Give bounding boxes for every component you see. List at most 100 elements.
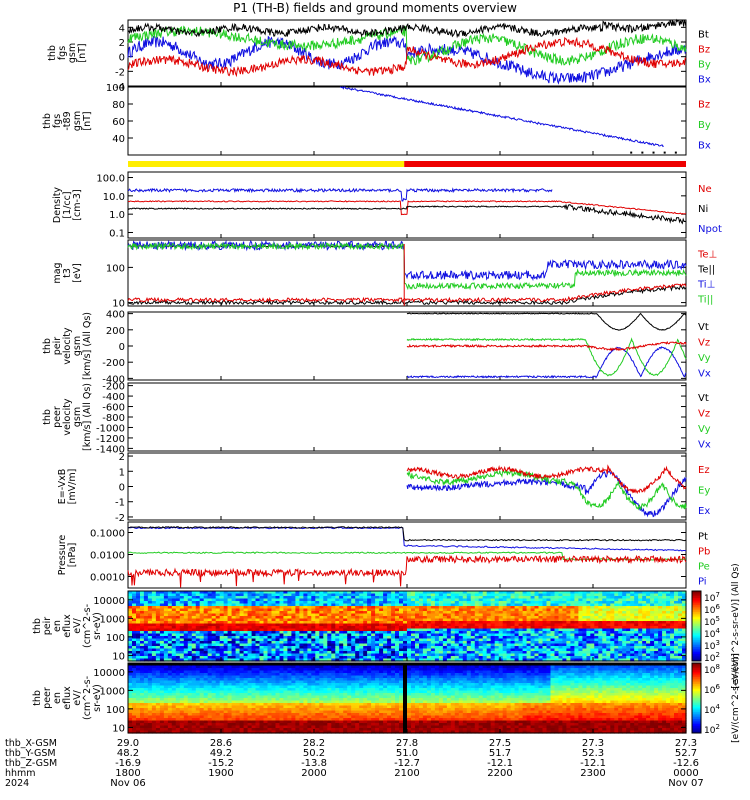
spectrogram-cell (554, 601, 560, 605)
spectrogram-cell (183, 678, 189, 682)
spectrogram-cell (307, 626, 312, 630)
spectrogram-cell (554, 651, 560, 655)
spectrogram-cell (494, 616, 500, 620)
spectrogram-cell (211, 683, 217, 687)
spectrogram-cell (399, 603, 404, 607)
spectrogram-cell (498, 643, 504, 647)
spectrogram-cell (446, 603, 452, 607)
spectrogram-cell (379, 638, 384, 642)
spectrogram-cell (231, 690, 237, 694)
spectrogram-cell (666, 593, 671, 597)
spectrogram-cell (371, 621, 376, 625)
spectrogram-cell (630, 598, 635, 602)
spectrogram-cell (371, 623, 376, 627)
spectrogram-cell (506, 646, 512, 650)
spectrogram-cell (582, 626, 587, 630)
spectrogram-cell (151, 700, 157, 704)
spectrogram-cell (171, 683, 177, 687)
spectrogram-cell (132, 663, 137, 667)
spectrogram-cell (147, 710, 153, 714)
spectrogram-cell (307, 618, 312, 622)
spectrogram-cell (227, 591, 233, 595)
spectrogram-cell (634, 598, 639, 602)
spectrogram-cell (550, 646, 556, 650)
spectrogram-cell (187, 593, 193, 597)
spectrogram-cell (634, 638, 639, 642)
spectrogram-cell (638, 611, 643, 615)
spectrogram-cell (434, 636, 440, 640)
spectrogram-cell (239, 596, 245, 600)
spectrogram-cell (219, 606, 225, 610)
spectrogram-cell (490, 646, 496, 650)
spectrogram-cell (199, 643, 205, 647)
spectrogram-cell (367, 651, 372, 655)
spectrogram-cell (574, 601, 579, 605)
spectrogram-cell (175, 668, 181, 672)
spectrogram-cell (199, 638, 205, 642)
spectrogram-cell (251, 641, 257, 645)
spectrogram-cell (670, 618, 675, 622)
spectrogram-cell (526, 598, 532, 602)
spectrogram-cell (646, 616, 651, 620)
spectrogram-cell (574, 596, 579, 600)
spectrogram-cell (578, 658, 583, 662)
spectrogram-cell (227, 705, 233, 709)
spectrogram-cell (399, 591, 404, 595)
spectrogram-cell (267, 628, 273, 632)
spectrogram-cell (187, 628, 193, 632)
spectrogram-cell (442, 621, 448, 625)
spectrogram-cell (251, 646, 257, 650)
spectrogram-cell (650, 603, 655, 607)
spectrogram-cell (211, 710, 217, 714)
spectrogram-cell (303, 606, 308, 610)
spectrogram-cell (143, 648, 149, 652)
spectrogram-cell (558, 658, 564, 662)
y-tick-label: 400 (106, 310, 125, 321)
spectrogram-cell (430, 638, 436, 642)
spectrogram-cell (255, 636, 261, 640)
spectrogram-cell (167, 653, 173, 657)
spectrogram-cell (247, 626, 253, 630)
spectrogram-cell (546, 593, 552, 597)
spectrogram-cell (426, 593, 432, 597)
spectrogram-cell (191, 601, 197, 605)
spectrogram-cell (375, 628, 380, 632)
legend-black: Pt (698, 532, 708, 543)
spectrogram-cell (610, 621, 615, 625)
spectrogram-cell (175, 730, 181, 734)
spectrogram-cell (235, 653, 241, 657)
spectrogram-cell (183, 653, 189, 657)
spectrogram-cell (132, 611, 137, 615)
spectrogram-cell (482, 636, 488, 640)
spectrogram-cell (387, 591, 392, 595)
spectrogram-cell (323, 601, 328, 605)
spectrogram-cell (426, 658, 432, 662)
y-tick-label: -200 (102, 358, 125, 369)
spectrogram-cell (235, 611, 241, 615)
spectrogram-cell (426, 631, 432, 635)
spectrogram-cell (610, 618, 615, 622)
spectrogram-cell (203, 648, 209, 652)
spectrogram-cell (223, 710, 229, 714)
spectrogram-cell (550, 643, 556, 647)
spectrogram-cell (570, 648, 575, 652)
spectrogram-cell (128, 723, 133, 727)
spectrogram-cell (183, 700, 189, 704)
spectrogram-cell (195, 596, 201, 600)
spectrogram-cell (558, 608, 564, 612)
spectrogram-cell (147, 626, 153, 630)
spectrogram-cell (470, 653, 476, 657)
spectrogram-cell (191, 670, 197, 674)
spectrogram-cell (132, 665, 137, 669)
spectrogram-cell (295, 596, 300, 600)
spectrogram-cell (159, 611, 165, 615)
spectrogram-cell (132, 708, 137, 712)
spectrogram-cell (343, 591, 348, 595)
spectrogram-cell (183, 608, 189, 612)
spectrogram-cell (227, 668, 233, 672)
spectrogram-cell (514, 653, 520, 657)
spectrogram-cell (219, 646, 225, 650)
spectrogram-cell (662, 653, 667, 657)
spectrogram-cell (634, 606, 639, 610)
spectrogram-cell (136, 688, 141, 692)
